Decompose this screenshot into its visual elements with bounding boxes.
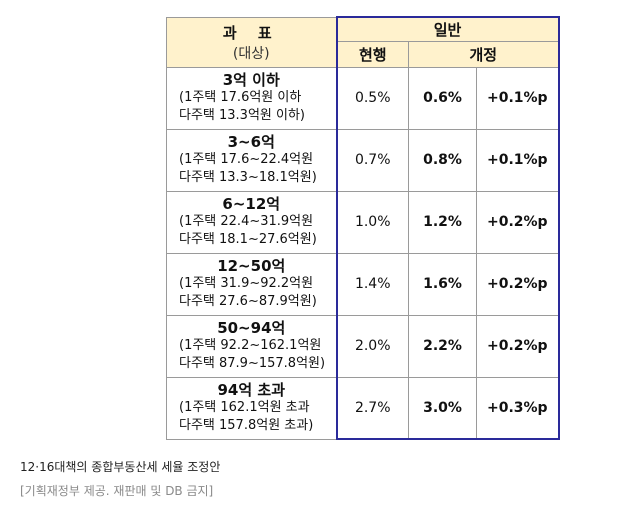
current-rate: 1.0% — [335, 190, 409, 254]
rate-change: +0.3%p — [475, 376, 560, 440]
tax-rate-table: 과 표 (대상) 일반 현행 개정 3억 이하 (1주택 17.6억원 이하 다… — [166, 16, 560, 440]
single-home-range: (1주택 22.4~31.9억원 — [179, 214, 314, 229]
tax-base-header: 과 표 (대상) — [166, 16, 337, 68]
tax-base-subtitle: (대상) — [232, 45, 270, 62]
multi-home-range: 다주택 13.3~18.1억원) — [179, 170, 317, 185]
tax-base-cell: 3억 이하 (1주택 17.6억원 이하 다주택 13.3억원 이하) — [166, 66, 337, 130]
range-label: 94억 초과 — [217, 381, 286, 399]
rate-change: +0.2%p — [475, 252, 560, 316]
revised-header: 개정 — [407, 40, 560, 68]
image-caption: 12·16대책의 종합부동산세 세율 조정안 — [20, 460, 221, 474]
range-label: 3억 이하 — [222, 71, 280, 89]
single-home-range: (1주택 162.1억원 초과 — [179, 400, 310, 415]
multi-home-range: 다주택 13.3억원 이하) — [179, 108, 306, 123]
single-home-range: (1주택 31.9~92.2억원 — [179, 276, 314, 291]
rate-change: +0.1%p — [475, 66, 560, 130]
rate-change: +0.2%p — [475, 190, 560, 254]
tax-base-cell: 50~94억 (1주택 92.2~162.1억원 다주택 87.9~157.8억… — [166, 314, 337, 378]
current-rate: 0.5% — [335, 66, 409, 130]
general-header: 일반 — [335, 16, 560, 42]
tax-base-title: 과 표 — [222, 23, 280, 42]
table-row: 6~12억 (1주택 22.4~31.9억원 다주택 18.1~27.6억원) … — [166, 190, 560, 254]
revised-rate: 0.6% — [408, 66, 477, 130]
multi-home-range: 다주택 27.6~87.9억원) — [179, 294, 317, 309]
multi-home-range: 다주택 157.8억원 초과) — [179, 418, 314, 433]
multi-home-range: 다주택 18.1~27.6억원) — [179, 232, 317, 247]
range-label: 6~12억 — [222, 195, 281, 213]
revised-rate: 1.2% — [408, 190, 477, 254]
revised-rate: 1.6% — [408, 252, 477, 316]
range-label: 3~6억 — [227, 133, 275, 151]
revised-rate: 3.0% — [408, 376, 477, 440]
table-row: 94억 초과 (1주택 162.1억원 초과 다주택 157.8억원 초과) 2… — [166, 376, 560, 440]
range-label: 50~94억 — [217, 319, 286, 337]
revised-rate: 0.8% — [408, 128, 477, 192]
table-row: 12~50억 (1주택 31.9~92.2억원 다주택 27.6~87.9억원)… — [166, 252, 560, 316]
tax-base-cell: 3~6억 (1주택 17.6~22.4억원 다주택 13.3~18.1억원) — [166, 128, 337, 192]
single-home-range: (1주택 92.2~162.1억원 — [179, 338, 322, 353]
single-home-range: (1주택 17.6억원 이하 — [179, 90, 302, 105]
revised-rate: 2.2% — [408, 314, 477, 378]
tax-base-cell: 94억 초과 (1주택 162.1억원 초과 다주택 157.8억원 초과) — [166, 376, 337, 440]
current-rate: 0.7% — [335, 128, 409, 192]
rate-change: +0.2%p — [475, 314, 560, 378]
tax-base-cell: 6~12억 (1주택 22.4~31.9억원 다주택 18.1~27.6억원) — [166, 190, 337, 254]
current-header: 현행 — [335, 40, 409, 68]
current-rate: 1.4% — [335, 252, 409, 316]
image-credit: [기획재정부 제공. 재판매 및 DB 금지] — [20, 484, 214, 498]
rate-change: +0.1%p — [475, 128, 560, 192]
multi-home-range: 다주택 87.9~157.8억원) — [179, 356, 326, 371]
current-rate: 2.0% — [335, 314, 409, 378]
table-row: 50~94억 (1주택 92.2~162.1억원 다주택 87.9~157.8억… — [166, 314, 560, 378]
table-row: 3억 이하 (1주택 17.6억원 이하 다주택 13.3억원 이하) 0.5%… — [166, 66, 560, 130]
current-rate: 2.7% — [335, 376, 409, 440]
single-home-range: (1주택 17.6~22.4억원 — [179, 152, 314, 167]
range-label: 12~50억 — [217, 257, 286, 275]
table-row: 3~6억 (1주택 17.6~22.4억원 다주택 13.3~18.1억원) 0… — [166, 128, 560, 192]
tax-base-cell: 12~50억 (1주택 31.9~92.2억원 다주택 27.6~87.9억원) — [166, 252, 337, 316]
